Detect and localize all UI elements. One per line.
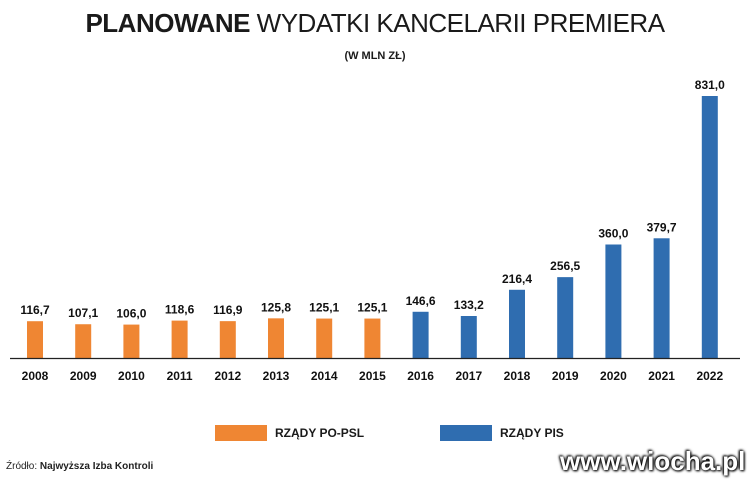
value-label-2020: 360,0 bbox=[598, 226, 628, 240]
value-label-2010: 106,0 bbox=[116, 307, 146, 321]
bar-2016 bbox=[412, 311, 429, 358]
x-tick-label-2015: 2015 bbox=[359, 369, 386, 383]
bar-2022 bbox=[701, 96, 718, 358]
source-prefix: Źródło: bbox=[6, 461, 38, 472]
source-name: Najwyższa Izba Kontroli bbox=[39, 461, 154, 472]
x-tick-label-2014: 2014 bbox=[311, 369, 338, 383]
watermark-text: www.wiocha.pl bbox=[560, 446, 746, 476]
bar-2015 bbox=[364, 318, 381, 358]
value-label-2013: 125,8 bbox=[261, 300, 291, 314]
x-tick-label-2010: 2010 bbox=[118, 369, 145, 383]
legend-item-pis: RZĄDY PIS bbox=[440, 425, 564, 441]
value-label-2022: 831,0 bbox=[695, 78, 725, 92]
bar-2010 bbox=[123, 324, 140, 358]
bar-2014 bbox=[316, 318, 333, 358]
bar-2011 bbox=[171, 320, 188, 358]
value-label-2019: 256,5 bbox=[550, 259, 580, 273]
bar-2017 bbox=[460, 316, 477, 358]
value-label-2009: 107,1 bbox=[68, 306, 98, 320]
source-note: Źródło: Najwyższa Izba Kontroli bbox=[6, 461, 153, 472]
x-tick-label-2017: 2017 bbox=[455, 369, 482, 383]
bar-2019 bbox=[557, 277, 574, 358]
value-label-2008: 116,7 bbox=[20, 303, 50, 317]
bar-2009 bbox=[75, 324, 92, 358]
x-tick-label-2021: 2021 bbox=[648, 369, 675, 383]
bar-2021 bbox=[653, 238, 670, 358]
legend-swatch-pis bbox=[440, 425, 492, 441]
value-label-2016: 146,6 bbox=[406, 294, 436, 308]
x-tick-label-2012: 2012 bbox=[214, 369, 241, 383]
bar-2018 bbox=[509, 289, 525, 358]
value-label-2021: 379,7 bbox=[647, 220, 677, 234]
x-tick-label-2009: 2009 bbox=[70, 369, 97, 383]
x-tick-label-2011: 2011 bbox=[167, 369, 193, 383]
bar-2008 bbox=[27, 321, 43, 358]
legend-label-pis: RZĄDY PIS bbox=[500, 426, 564, 440]
bar-2013 bbox=[268, 318, 284, 358]
value-label-2015: 125,1 bbox=[357, 301, 387, 315]
legend-label-po-psl: RZĄDY PO-PSL bbox=[275, 426, 365, 440]
legend-item-po-psl: RZĄDY PO-PSL bbox=[215, 425, 364, 441]
chart-title-light: WYDATKI KANCELARII PREMIERA bbox=[256, 8, 665, 38]
value-label-2018: 216,4 bbox=[502, 272, 532, 286]
chart-title: PLANOWANE WYDATKI KANCELARII PREMIERA bbox=[0, 8, 750, 39]
value-label-2012: 116,9 bbox=[213, 303, 243, 317]
x-tick-label-2008: 2008 bbox=[22, 369, 49, 383]
x-tick-label-2013: 2013 bbox=[263, 369, 290, 383]
bar-chart: 116,7 2008 107,1 2009 106,0 2010 118,6 2011 116,… bbox=[10, 78, 740, 383]
value-label-2017: 133,2 bbox=[454, 298, 484, 312]
x-tick-label-2018: 2018 bbox=[504, 369, 531, 383]
x-tick-label-2016: 2016 bbox=[407, 369, 434, 383]
value-label-2014: 125,1 bbox=[309, 301, 339, 315]
value-label-2011: 118,6 bbox=[165, 303, 195, 317]
x-tick-label-2020: 2020 bbox=[600, 369, 627, 383]
legend-swatch-po-psl bbox=[215, 425, 267, 441]
chart-subtitle: (W MLN ZŁ) bbox=[344, 50, 406, 62]
x-tick-label-2019: 2019 bbox=[552, 369, 579, 383]
bar-2020 bbox=[605, 244, 622, 358]
chart-title-bold: PLANOWANE bbox=[85, 8, 250, 38]
bar-2012 bbox=[219, 321, 236, 358]
x-tick-label-2022: 2022 bbox=[696, 369, 723, 383]
